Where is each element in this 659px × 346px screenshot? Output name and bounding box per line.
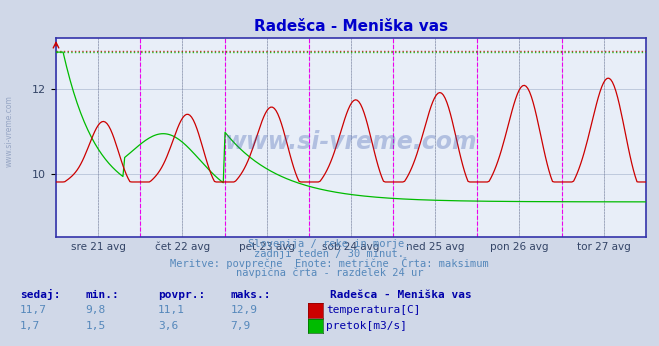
Text: temperatura[C]: temperatura[C] (326, 305, 420, 315)
Text: 1,7: 1,7 (20, 321, 40, 331)
Text: sedaj:: sedaj: (20, 289, 60, 300)
Text: min.:: min.: (86, 290, 119, 300)
Text: pretok[m3/s]: pretok[m3/s] (326, 321, 407, 331)
Text: 12,9: 12,9 (231, 305, 258, 315)
Text: navpična črta - razdelek 24 ur: navpična črta - razdelek 24 ur (236, 268, 423, 279)
Text: 3,6: 3,6 (158, 321, 179, 331)
Text: 9,8: 9,8 (86, 305, 106, 315)
Text: Slovenija / reke in morje.: Slovenija / reke in morje. (248, 239, 411, 249)
Text: www.si-vreme.com: www.si-vreme.com (225, 129, 477, 154)
Text: www.si-vreme.com: www.si-vreme.com (5, 95, 14, 167)
Text: povpr.:: povpr.: (158, 290, 206, 300)
Text: maks.:: maks.: (231, 290, 271, 300)
Text: 11,7: 11,7 (20, 305, 47, 315)
Text: 7,9: 7,9 (231, 321, 251, 331)
Text: zadnji teden / 30 minut.: zadnji teden / 30 minut. (254, 249, 405, 259)
Text: 11,1: 11,1 (158, 305, 185, 315)
Title: Radešca - Meniška vas: Radešca - Meniška vas (254, 19, 448, 34)
Text: Meritve: povprečne  Enote: metrične  Črta: maksimum: Meritve: povprečne Enote: metrične Črta:… (170, 257, 489, 269)
Text: Radešca - Meniška vas: Radešca - Meniška vas (330, 290, 471, 300)
Text: 1,5: 1,5 (86, 321, 106, 331)
